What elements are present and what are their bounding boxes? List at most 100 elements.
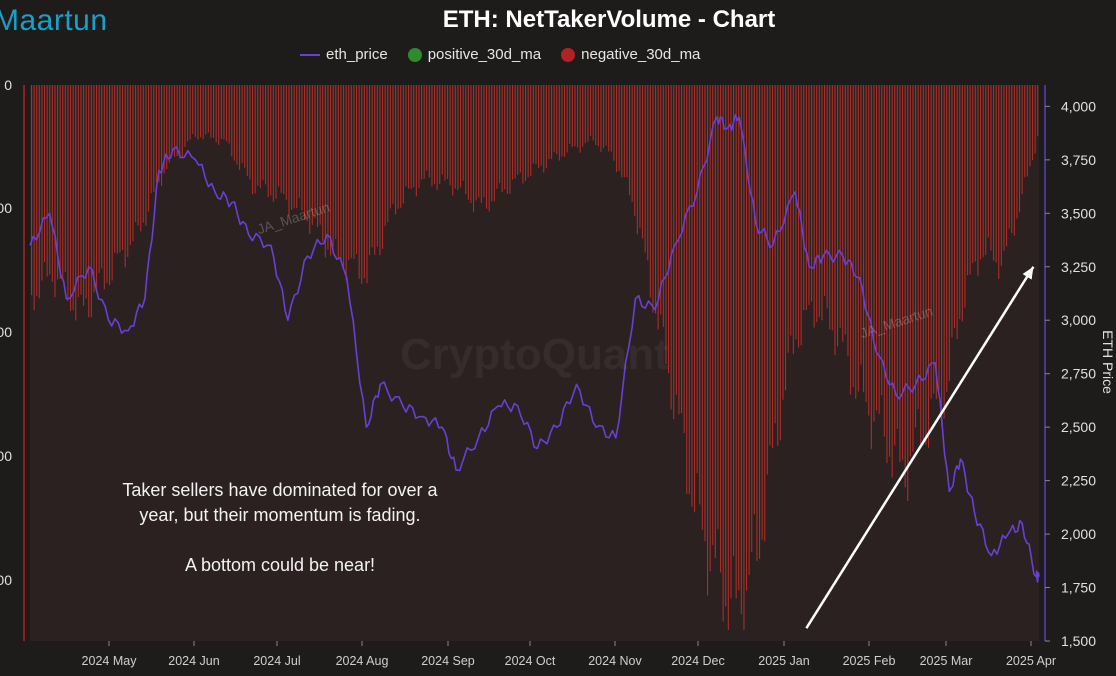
negative-bar xyxy=(766,85,768,475)
x-tick-label: 2025 Mar xyxy=(920,654,973,668)
negative-bar xyxy=(740,85,742,615)
negative-bar xyxy=(753,85,755,515)
chart-legend[interactable]: eth_price positive_30d_ma negative_30d_m… xyxy=(300,46,700,63)
negative-bar xyxy=(272,85,274,202)
negative-bar xyxy=(831,85,833,331)
negative-bar xyxy=(470,85,472,203)
negative-bar xyxy=(782,85,784,400)
negative-bar xyxy=(426,85,428,171)
legend-item-eth-price[interactable]: eth_price xyxy=(300,46,388,63)
negative-bar xyxy=(85,85,87,299)
negative-bar xyxy=(686,85,688,494)
x-tick-label: 2025 Apr xyxy=(1006,654,1056,668)
negative-bar xyxy=(340,85,342,261)
negative-bar xyxy=(514,85,516,179)
negative-bar xyxy=(382,85,384,249)
negative-bar xyxy=(881,85,883,395)
negative-bar xyxy=(824,85,826,297)
negative-bar xyxy=(57,85,59,280)
negative-bar xyxy=(530,85,532,176)
negative-bar xyxy=(727,85,729,630)
negative-bar xyxy=(909,85,911,457)
negative-bar xyxy=(363,85,365,279)
negative-bar xyxy=(883,85,885,437)
negative-bar xyxy=(322,85,324,242)
negative-bar xyxy=(332,85,334,248)
negative-bar xyxy=(46,85,48,277)
negative-bar xyxy=(972,85,974,264)
negative-bar xyxy=(816,85,818,323)
negative-bar xyxy=(296,85,298,209)
negative-bar xyxy=(860,85,862,365)
negative-bar xyxy=(283,85,285,194)
negative-bar xyxy=(77,85,79,298)
negative-bar xyxy=(844,85,846,335)
negative-bar xyxy=(447,85,449,179)
negative-bar xyxy=(176,85,178,156)
negative-bar xyxy=(90,85,92,318)
negative-bar xyxy=(850,85,852,395)
negative-bar xyxy=(413,85,415,188)
left-tick-label: 000 xyxy=(0,572,12,588)
left-tick-label: 0 xyxy=(4,77,12,93)
negative-bar xyxy=(168,85,170,163)
negative-bar xyxy=(96,85,98,292)
negative-bar xyxy=(608,85,610,152)
negative-bar xyxy=(1032,85,1034,161)
negative-bar xyxy=(496,85,498,189)
negative-bar xyxy=(556,85,558,155)
negative-bar xyxy=(623,85,625,178)
negative-bar xyxy=(345,85,347,281)
x-tick-label: 2024 Oct xyxy=(505,654,556,668)
legend-item-negative-ma[interactable]: negative_30d_ma xyxy=(561,46,700,63)
negative-bar xyxy=(80,85,82,295)
negative-bar xyxy=(358,85,360,279)
negative-bar xyxy=(293,85,295,209)
x-tick-label: 2024 May xyxy=(82,654,138,668)
negative-bar xyxy=(725,85,727,607)
negative-bar xyxy=(532,85,534,164)
negative-bar xyxy=(501,85,503,193)
negative-bar xyxy=(655,85,657,314)
negative-bar xyxy=(31,85,33,296)
negative-bar xyxy=(566,85,568,153)
negative-bar xyxy=(691,85,693,507)
negative-bar xyxy=(525,85,527,181)
negative-bar xyxy=(748,85,750,575)
negative-bar xyxy=(254,85,256,194)
negative-bar xyxy=(946,85,948,392)
legend-item-positive-ma[interactable]: positive_30d_ma xyxy=(407,46,541,63)
negative-bar xyxy=(181,85,183,157)
negative-bar xyxy=(311,85,313,226)
negative-bar xyxy=(59,85,61,279)
negative-bar xyxy=(902,85,904,460)
negative-bar xyxy=(943,85,945,419)
negative-bar xyxy=(772,85,774,448)
negative-bar xyxy=(166,85,168,170)
negative-bar xyxy=(603,85,605,148)
negative-bar xyxy=(291,85,293,210)
negative-bar xyxy=(600,85,602,152)
negative-bar xyxy=(41,85,43,281)
negative-bar xyxy=(545,85,547,168)
negative-bar xyxy=(548,85,550,160)
negative-bar xyxy=(210,85,212,138)
negative-bar xyxy=(129,85,131,245)
negative-bar xyxy=(454,85,456,189)
negative-bar xyxy=(652,85,654,313)
negative-bar xyxy=(522,85,524,184)
negative-bar xyxy=(491,85,493,202)
negative-bar xyxy=(569,85,571,144)
negative-bar xyxy=(241,85,243,164)
right-tick-label: 3,250 xyxy=(1061,259,1096,275)
negative-bar xyxy=(956,85,958,339)
negative-bar xyxy=(787,85,789,353)
brand-logo-text: Maartun xyxy=(0,4,108,37)
negative-bar xyxy=(467,85,469,200)
negative-bar xyxy=(649,85,651,298)
negative-bar xyxy=(954,85,956,329)
negative-bar xyxy=(660,85,662,315)
negative-bar xyxy=(948,85,950,381)
negative-bar xyxy=(538,85,540,168)
negative-bar xyxy=(922,85,924,446)
